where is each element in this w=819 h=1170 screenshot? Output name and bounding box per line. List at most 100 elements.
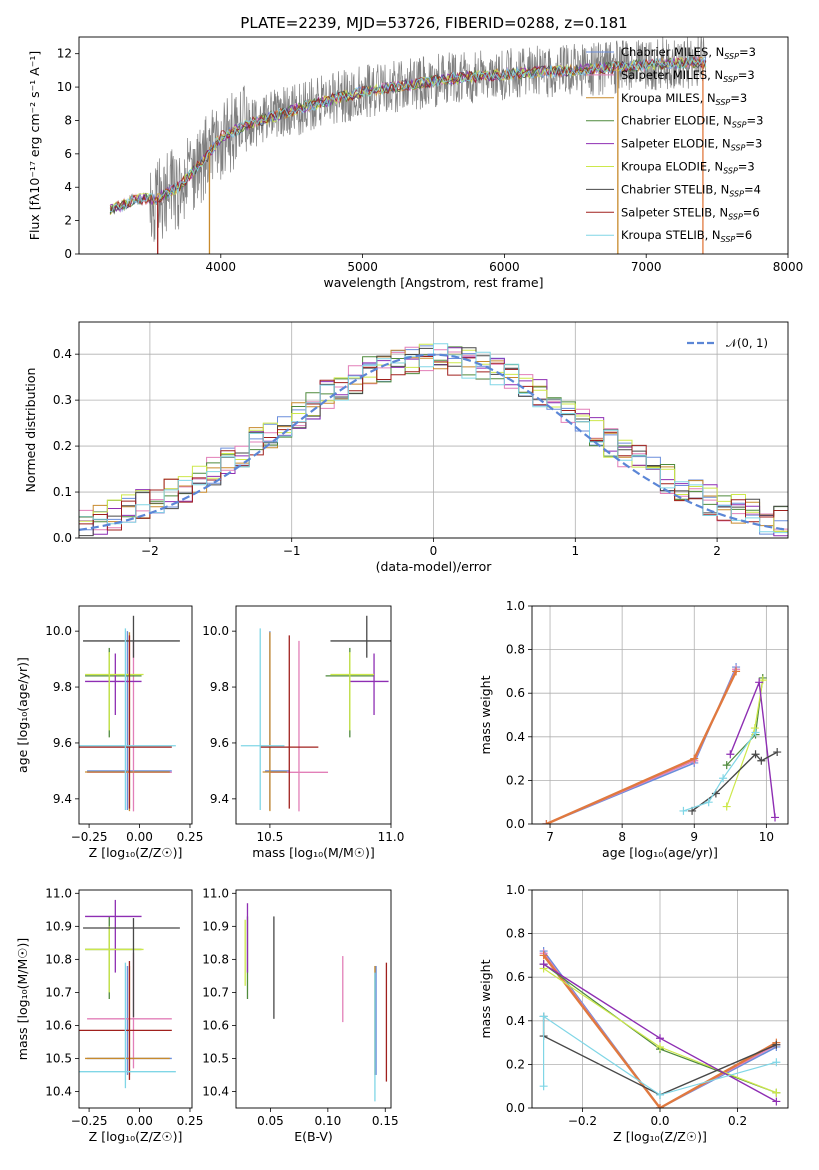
y-tick-label: 9.6 (210, 736, 229, 750)
weight-series-line (546, 668, 737, 824)
y-tick-label: 12 (57, 47, 72, 61)
x-axis-label: E(B-V) (294, 1129, 333, 1144)
axes-frame (78, 889, 193, 1109)
y-tick-label: 10.6 (45, 1018, 72, 1032)
plus-marker (704, 798, 713, 807)
x-tick-label: 5000 (347, 260, 378, 274)
plus-marker (772, 1088, 781, 1097)
x-tick-label: 0.00 (126, 1114, 153, 1128)
legend-label: Salpeter STELIB, NSSP=6 (621, 205, 760, 221)
error-bar-point (260, 635, 319, 809)
axes-frame (78, 321, 789, 539)
axes-spectrum: 4000 5000 6000 7000 8000 0 2 4 6 8 10 12 wavelength … (27, 36, 803, 290)
x-tick-label: 8 (618, 830, 626, 844)
y-tick-label: 11.0 (45, 886, 72, 900)
y-tick-label: 0.0 (506, 1101, 525, 1115)
axes-residuals: −2 −1 0 1 2 0.0 0.1 0.2 0.3 0.4 (data-model)/error… (23, 321, 789, 574)
y-tick-label: 11.0 (202, 886, 229, 900)
axes-mass-vs-Z: −0.25 0.00 0.25 10.4 10.5 10.6 10.7 10.8 10.9 11.… (15, 886, 203, 1144)
y-tick-label: 0.4 (53, 347, 72, 361)
plus-marker (755, 678, 764, 687)
y-tick-label: 10.8 (45, 952, 72, 966)
axes-frame (235, 889, 392, 1109)
weight-series-line (546, 666, 737, 824)
weight-series-line (726, 677, 764, 766)
x-tick-label: 10 (759, 830, 774, 844)
error-bar-point (85, 899, 142, 973)
y-tick-label: 9.6 (53, 736, 72, 750)
legend-label: Chabrier ELODIE, NSSP=3 (621, 114, 763, 130)
y-tick-label: 0.2 (506, 1057, 525, 1071)
plus-marker (656, 1042, 664, 1051)
error-bar-point (330, 652, 375, 731)
x-tick-label: 0.05 (257, 1114, 284, 1128)
y-tick-label: 0 (64, 247, 72, 261)
y-axis-label: mass [log₁₀(M/M☉)] (15, 938, 30, 1060)
x-tick-label: 0.10 (314, 1114, 341, 1128)
y-tick-label: 9.4 (53, 792, 72, 806)
plus-marker (690, 754, 699, 763)
plus-marker (772, 1040, 781, 1049)
y-axis-label: age [log₁₀(age/yr)] (15, 657, 30, 773)
y-tick-label: 0.4 (506, 730, 525, 744)
plot-layer: 4000 5000 6000 7000 8000024681012wavelength … (15, 36, 803, 1144)
y-tick-label: 10.0 (45, 624, 72, 638)
error-bar-point (349, 653, 389, 715)
plot-area-residuals (79, 343, 788, 537)
y-tick-label: 4 (64, 180, 72, 194)
error-bar-point (262, 632, 287, 812)
y-tick-label: 6 (64, 147, 72, 161)
y-axis-label: Normed distribution (23, 368, 38, 493)
y-tick-label: 0.0 (506, 817, 525, 831)
y-tick-label: 9.8 (53, 680, 72, 694)
axes-age-vs-Z: −0.25 0.00 0.25 9.4 9.6 9.8 10.0 Z [log₁₀(Z/Z☉)… (15, 605, 203, 860)
plus-marker (656, 1104, 664, 1108)
x-tick-label: −0.25 (71, 1114, 108, 1128)
y-tick-label: 10.0 (202, 624, 229, 638)
plot-area-mass-weight-vs-Z (539, 947, 781, 1108)
plot-area-mass-vs-Z (79, 899, 180, 1089)
plus-marker (539, 951, 548, 960)
weight-series-line (726, 680, 764, 807)
error-bar-point (79, 962, 176, 1089)
error-bar-point (83, 615, 180, 658)
y-tick-label: 10.5 (45, 1051, 72, 1065)
x-axis-label: Z [log₁₀(Z/Z☉)] (613, 1129, 707, 1144)
plot-area-age-vs-Z (79, 615, 180, 812)
x-tick-label: 0.15 (372, 1114, 399, 1128)
plus-marker (726, 750, 735, 759)
y-tick-label: 10.8 (202, 952, 229, 966)
plus-marker (773, 748, 782, 757)
y-axis-label: mass weight (478, 675, 493, 754)
plus-marker (656, 1034, 664, 1043)
plus-marker (732, 667, 741, 676)
plot-area-mass-vs-EBV (244, 903, 388, 1102)
error-bar-point (85, 652, 144, 731)
axes-frame (78, 605, 193, 825)
y-tick-label: 10 (57, 80, 72, 94)
y-tick-label: 0.6 (506, 686, 525, 700)
y-tick-label: 0.3 (53, 393, 72, 407)
plus-marker (772, 1097, 781, 1106)
y-tick-label: 10.5 (202, 1051, 229, 1065)
model-spectrum-line (110, 55, 707, 212)
y-tick-label: 0.2 (53, 439, 72, 453)
axes-age-vs-mass: 10.5 11.0 9.4 9.6 9.8 10.0 mass [log₁₀(M/M☉)] (202, 605, 405, 860)
plus-marker (679, 806, 688, 815)
weight-series-line (542, 954, 777, 1108)
y-tick-label: 0.8 (506, 927, 525, 941)
legend-label: Kroupa MILES, NSSP=3 (621, 91, 747, 107)
y-tick-label: 10.4 (45, 1084, 72, 1098)
x-axis-label: (data-model)/error (376, 559, 493, 574)
x-tick-label: 11.0 (378, 830, 405, 844)
y-tick-label: 0.4 (506, 1014, 525, 1028)
plus-marker (656, 1090, 664, 1099)
plus-marker (771, 813, 780, 822)
plus-marker (751, 728, 760, 737)
y-tick-label: 2 (64, 214, 72, 228)
axes-frame (235, 605, 392, 825)
error-bar-point (85, 926, 144, 993)
weight-series-line (543, 1015, 777, 1096)
y-tick-label: 10.9 (202, 919, 229, 933)
plus-marker (539, 1012, 548, 1021)
